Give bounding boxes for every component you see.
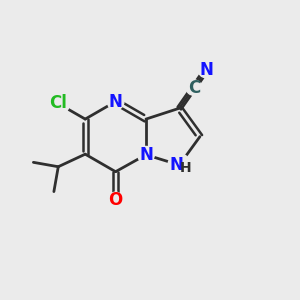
Circle shape [168, 154, 190, 176]
Circle shape [107, 93, 124, 110]
Text: O: O [109, 191, 123, 209]
Text: N: N [109, 93, 122, 111]
Text: Cl: Cl [49, 94, 67, 112]
Text: H: H [180, 161, 192, 175]
Text: N: N [199, 61, 213, 79]
Circle shape [108, 192, 123, 208]
Circle shape [47, 92, 70, 115]
Circle shape [138, 146, 154, 163]
Circle shape [186, 80, 202, 95]
Text: N: N [170, 156, 184, 174]
Text: C: C [188, 79, 200, 97]
Circle shape [198, 62, 214, 78]
Text: N: N [139, 146, 153, 164]
